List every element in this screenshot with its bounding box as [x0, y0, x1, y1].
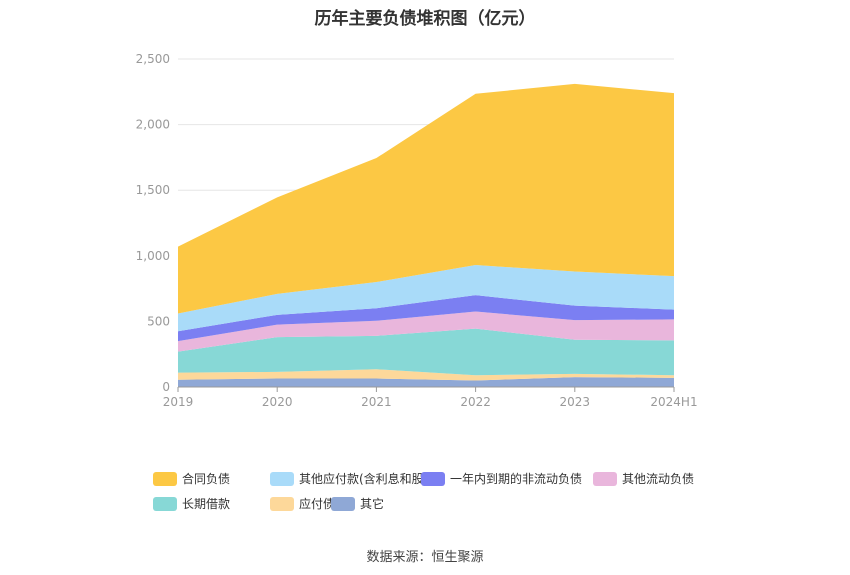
- area-layer: [178, 83, 674, 387]
- area-series: [178, 328, 674, 376]
- y-tick-label: 2,500: [136, 52, 170, 66]
- x-tick-label: 2019: [163, 395, 194, 409]
- y-tick-label: 2,000: [136, 118, 170, 132]
- data-source: 数据来源：恒生聚源: [366, 550, 484, 565]
- legend-item[interactable]: 长期借款: [153, 495, 230, 512]
- legend-swatch: [593, 471, 617, 486]
- area-series: [178, 311, 674, 352]
- x-tick-label: 2020: [262, 395, 293, 409]
- legend-label: 长期借款: [182, 497, 231, 511]
- legend-label: 其他应付款(含利息和股利): [299, 472, 441, 486]
- legend-item[interactable]: 其它: [331, 495, 384, 512]
- y-tick-label: 500: [147, 314, 170, 328]
- area-series: [178, 83, 674, 314]
- area-series: [178, 369, 674, 381]
- area-series: [178, 264, 674, 332]
- legend-label: 一年内到期的非流动负债: [450, 472, 583, 486]
- legend-swatch: [270, 496, 294, 511]
- x-tick-label: 2024H1: [650, 395, 697, 409]
- x-tick-label: 2023: [560, 395, 591, 409]
- x-tick-label: 2021: [361, 395, 392, 409]
- legend-item[interactable]: 其他应付款(含利息和股利): [270, 470, 440, 487]
- legend-item[interactable]: 其他流动负债: [593, 470, 694, 487]
- legend-label: 合同负债: [182, 472, 231, 486]
- y-tick-label: 1,500: [136, 183, 170, 197]
- x-tick-label: 2022: [460, 395, 491, 409]
- area-series: [178, 377, 674, 387]
- legend-label: 其它: [360, 497, 385, 511]
- legend-item[interactable]: 一年内到期的非流动负债: [421, 470, 582, 487]
- legend-swatch: [421, 471, 445, 486]
- legend-swatch: [153, 471, 177, 486]
- legend-item[interactable]: 合同负债: [153, 470, 230, 487]
- y-tick-label: 0: [162, 380, 170, 394]
- axis-layer: 0 500 1,000 1,500 2,000 2,500 2019 2020 2021 2022…: [136, 52, 698, 409]
- legend-swatch: [153, 496, 177, 511]
- legend-label: 其他流动负债: [622, 472, 695, 486]
- stacked-area-chart: 0 500 1,000 1,500 2,000 2,500 2019 2020 2021 2022…: [136, 52, 698, 409]
- y-tick-label: 1,000: [136, 249, 170, 263]
- chart-title: 历年主要负债堆积图（亿元）: [314, 9, 536, 29]
- legend-swatch: [331, 496, 355, 511]
- area-series: [178, 295, 674, 342]
- legend-swatch: [270, 471, 294, 486]
